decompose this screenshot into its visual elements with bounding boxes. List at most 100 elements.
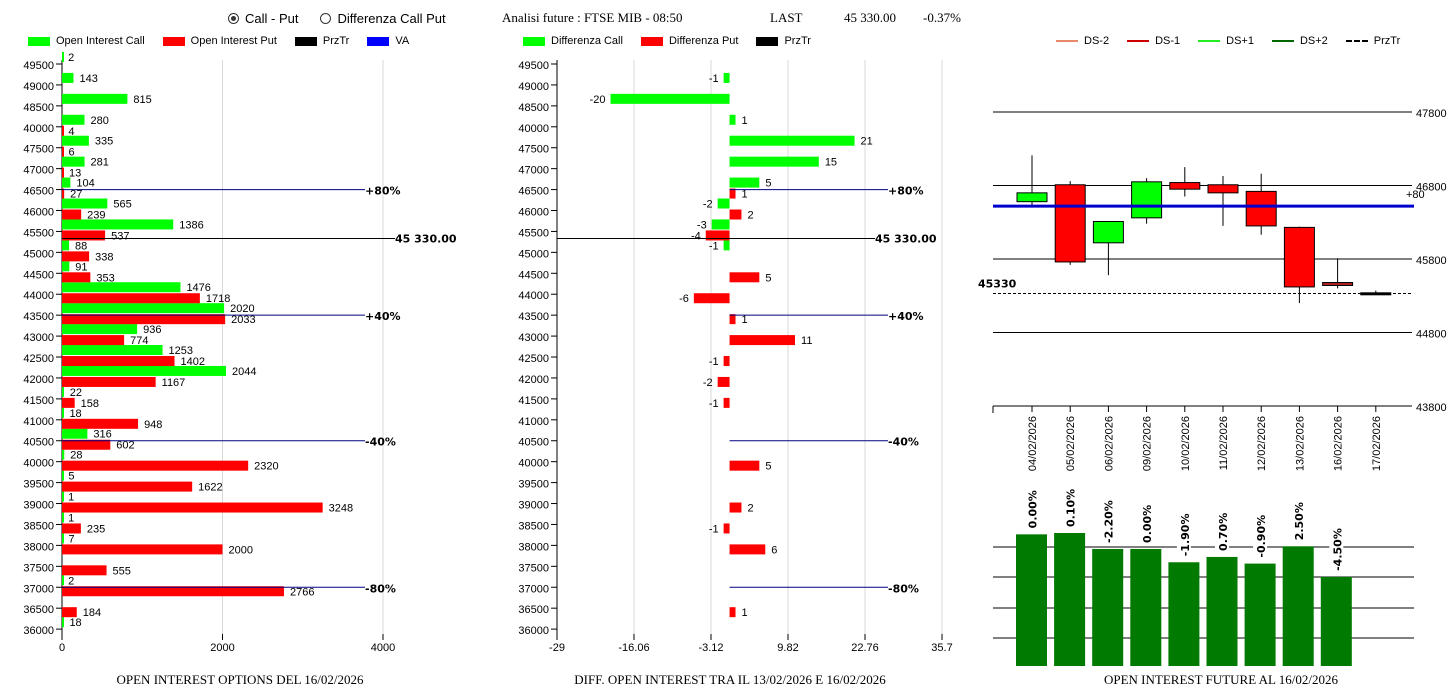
bar-call	[62, 135, 89, 146]
bar-put	[62, 607, 77, 618]
y-tick-label: 42500	[23, 353, 54, 365]
bar-put	[62, 460, 249, 471]
candle-body	[1169, 182, 1201, 190]
data-label: 1622	[198, 482, 222, 494]
y-tick-label: 39500	[23, 479, 54, 491]
legend-swatch	[1056, 40, 1078, 42]
bar-call	[62, 114, 85, 125]
y-tick-label: 43000	[23, 332, 54, 344]
bar-call	[62, 303, 225, 314]
y-tick-label: 45500	[23, 227, 54, 239]
radio-dot-unselected[interactable]	[320, 13, 332, 24]
y-tick-label: 45000	[23, 248, 54, 260]
y-tick-label: 49500	[23, 60, 54, 72]
bar-put	[729, 544, 766, 555]
y-tick-label: 47000	[518, 165, 549, 177]
chart-diff-open-interest: -29 -16.06 -3.12 9.82 22.76 35.7 49500 49000 485…	[518, 60, 953, 654]
data-label: 1	[742, 314, 748, 326]
future-header: Analisi future : FTSE MIB - 08:50 LAST 4…	[502, 10, 961, 26]
legend-item-differenza-call: Differenza Call	[523, 35, 623, 47]
legend-item-va: VA	[367, 35, 409, 47]
bar-call	[62, 261, 70, 272]
legend-item-open-interest-call: Open Interest Call	[28, 35, 145, 47]
x-tick-label: 22.76	[851, 642, 879, 654]
data-label: 936	[143, 324, 161, 336]
x-date-label: 06/02/2026	[1103, 416, 1115, 471]
data-label: 143	[79, 73, 97, 85]
y-tick-label: 43500	[23, 311, 54, 323]
y-tick-label: 37500	[23, 562, 54, 574]
va-label: -80%	[888, 582, 919, 595]
legend-item-prztr: PrzTr	[1345, 35, 1400, 47]
bar-put	[62, 230, 106, 241]
va-label: +80	[1406, 189, 1425, 201]
x-tick-label: 35.7	[931, 642, 952, 654]
radio-call-put[interactable]: Call - Put	[228, 11, 298, 26]
x-tick-label: 4000	[371, 642, 395, 654]
radio-dot-selected[interactable]	[228, 13, 239, 24]
legend-swatch	[1271, 40, 1294, 42]
bar-call	[62, 575, 64, 586]
legend-item-ds-2: DS+2	[1271, 35, 1328, 47]
data-label: 2	[68, 52, 74, 64]
data-label: 22	[70, 387, 82, 399]
legend-left: Open Interest Call Open Interest Put PrzTr…	[28, 35, 427, 47]
bar-call	[62, 407, 64, 418]
legend-swatch	[1198, 40, 1221, 42]
przr-label: 45 330.00	[875, 233, 937, 246]
radio-call-put-label: Call - Put	[245, 11, 299, 26]
legend-label: Open Interest Put	[190, 35, 277, 47]
x-tick-label: -16.06	[618, 642, 649, 654]
y-tick-label: 46500	[518, 186, 549, 198]
data-label: 184	[83, 607, 101, 619]
bar-put	[62, 188, 65, 199]
data-label: 1718	[206, 293, 230, 305]
y-tick-label: 38500	[23, 520, 54, 532]
label-bg	[1253, 515, 1268, 560]
data-label: -1	[709, 398, 719, 410]
data-label: 239	[87, 210, 105, 222]
bar-call	[62, 617, 64, 628]
candle-body	[1207, 184, 1239, 194]
x-tick-label: -29	[549, 642, 565, 654]
bar-value-label: -0.90%	[1255, 515, 1268, 558]
y-tick-label: 44500	[518, 269, 549, 281]
radio-differenza-call-put[interactable]: Differenza Call Put	[320, 11, 446, 26]
legend-swatch	[294, 36, 317, 46]
y-tick-label: 46500	[23, 186, 54, 198]
va-label: -80%	[365, 582, 396, 595]
future-bar	[1092, 548, 1124, 666]
label-bg	[1291, 498, 1306, 543]
bar-put	[62, 314, 226, 325]
bar-call	[62, 533, 64, 544]
label-bg	[1024, 486, 1039, 531]
bar-call	[62, 93, 128, 104]
bar-put	[693, 293, 730, 304]
va-label: -40%	[365, 436, 396, 449]
bar-put	[729, 460, 760, 471]
data-label: 2320	[254, 461, 278, 473]
data-label: 5	[765, 272, 771, 284]
x-date-label: 04/02/2026	[1027, 416, 1039, 471]
x-tick-label: -3.12	[698, 642, 723, 654]
bar-put	[62, 418, 139, 429]
legend-middle: Differenza Call Differenza Put PrzTr	[523, 35, 829, 47]
bar-call	[723, 240, 730, 251]
legend-label: Open Interest Call	[56, 35, 145, 47]
footer-left-title: OPEN INTEREST OPTIONS DEL 16/02/2026	[117, 672, 365, 685]
bar-call	[62, 282, 181, 293]
data-label: 2	[68, 575, 74, 587]
bar-put	[62, 397, 75, 408]
x-date-label: 12/02/2026	[1256, 416, 1268, 471]
y-tick-label: 43000	[518, 332, 549, 344]
y-tick-label: 40500	[23, 437, 54, 449]
data-label: 5	[765, 178, 771, 190]
view-mode-radio-group: Call - Put Differenza Call Put	[228, 11, 446, 26]
candle-body	[1016, 192, 1048, 203]
data-label: 2	[747, 210, 753, 222]
bar-call	[62, 240, 70, 251]
bar-put	[62, 293, 200, 304]
chart-open-interest-future: 0.00% 0.10% -2.20% 0.00% -1.90% 0.70% -0.90% 2.…	[993, 485, 1414, 666]
y-tick-label: 41000	[518, 416, 549, 428]
